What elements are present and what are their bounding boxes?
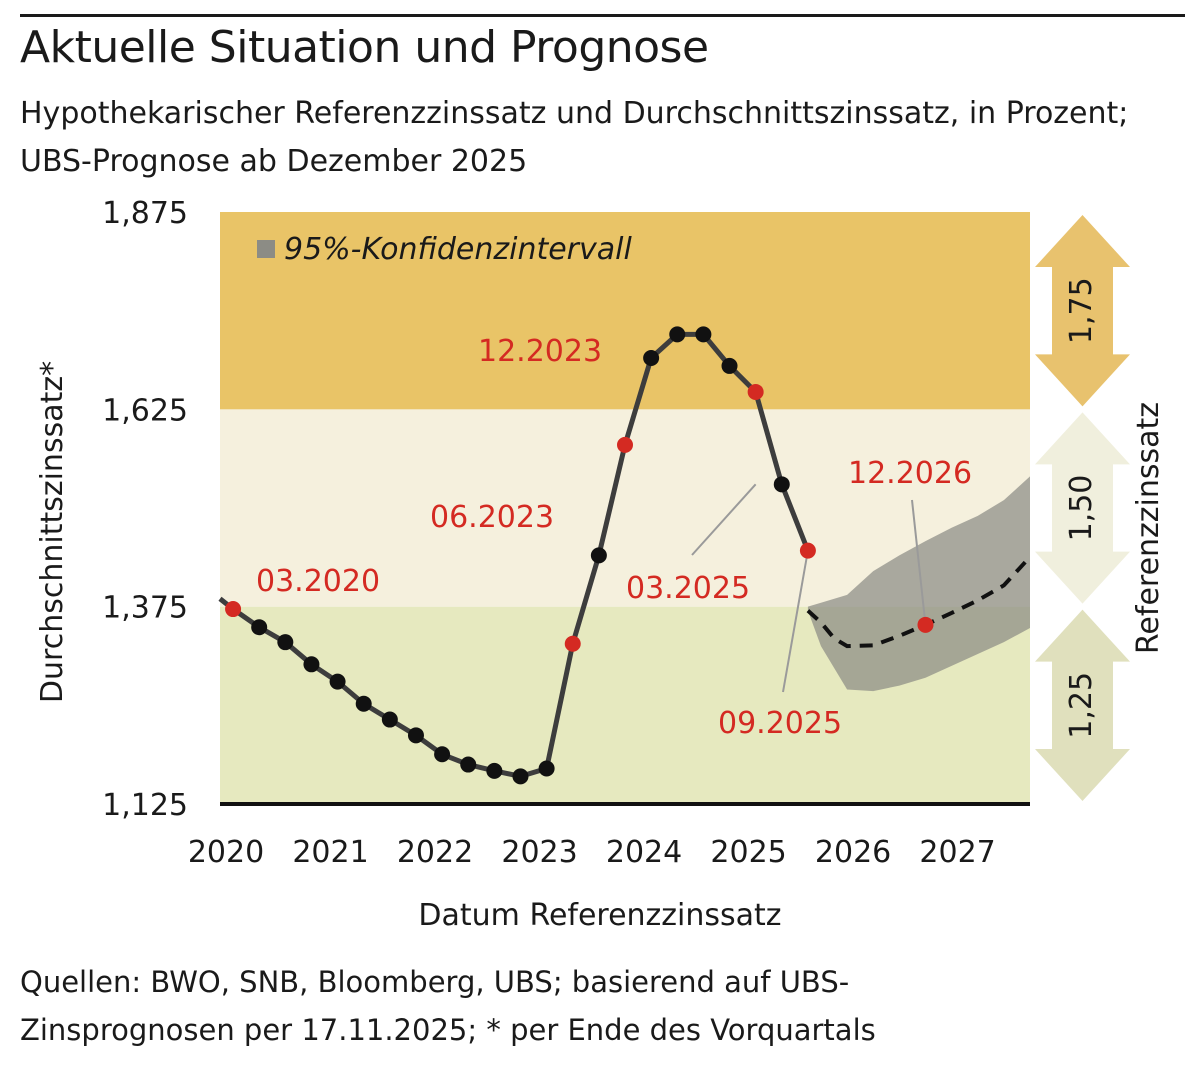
confidence-interval-area [807, 476, 1030, 692]
data-point [381, 711, 398, 728]
data-point [721, 357, 738, 374]
data-point [695, 326, 712, 343]
highlight-point [747, 383, 764, 400]
label-leader-09-2025 [782, 550, 809, 693]
highlight-point [564, 635, 581, 652]
data-point [538, 760, 555, 777]
data-point [643, 350, 660, 367]
data-point [590, 547, 607, 564]
data-point [329, 673, 346, 690]
y-tick-label: 1,875 [102, 196, 188, 231]
label-leader-03-2025 [691, 483, 757, 556]
data-point [303, 656, 320, 673]
data-point [277, 634, 294, 651]
label-leader-12-2026 [911, 499, 927, 625]
y-axis-title: Durchschnittszinssatz* [35, 361, 70, 703]
x-tick-label: 2020 [188, 835, 264, 870]
x-tick-label: 2022 [397, 835, 473, 870]
chart: 1,25 1,50 1,75 95%-Konfidenzintervall 1,875 1… [35, 196, 1166, 933]
highlight-label-12-2023: 12.2023 [478, 334, 602, 369]
data-point [460, 756, 477, 773]
x-tick-label: 2027 [919, 835, 995, 870]
band-arrow-2 [1035, 215, 1130, 407]
band-arrow-1 [1035, 412, 1130, 604]
x-axis-title: Datum Referenzzinssatz [418, 898, 781, 933]
band-label-2: 1,75 [1064, 277, 1099, 344]
data-point [669, 326, 686, 343]
band-label-1: 1,50 [1064, 475, 1099, 542]
band-label-0: 1,25 [1064, 672, 1099, 739]
page-title: Aktuelle Situation und Prognose [20, 22, 709, 73]
legend-swatch [257, 240, 275, 258]
data-point [355, 695, 372, 712]
y-tick-label: 1,125 [102, 788, 188, 823]
highlight-label-03-2020: 03.2020 [256, 564, 380, 599]
data-point [486, 762, 503, 779]
data-point [251, 619, 268, 636]
data-point [407, 727, 424, 744]
highlight-point [617, 436, 633, 453]
band-arrow-0 [1035, 609, 1130, 801]
x-tick-label: 2026 [815, 835, 891, 870]
highlight-label-06-2023: 06.2023 [430, 500, 554, 535]
legend-label: 95%-Konfidenzintervall [284, 232, 632, 267]
page-subtitle: Hypothekarischer Referenzzinssatz und Du… [20, 96, 1129, 179]
source-note: Quellen: BWO, SNB, Bloomberg, UBS; basie… [20, 965, 876, 1047]
data-point [512, 768, 529, 785]
highlight-label-03-2025: 03.2025 [626, 571, 750, 606]
band-2 [220, 212, 1030, 410]
highlight-label-09-2025: 09.2025 [718, 706, 842, 741]
x-tick-label: 2024 [606, 835, 682, 870]
data-point [434, 746, 451, 763]
data-point [773, 476, 790, 493]
highlight-label-12-2026: 12.2026 [848, 456, 972, 491]
y2-axis-title: Referenzzinssatz [1131, 402, 1166, 654]
highlight-point [225, 601, 242, 618]
x-tick-label: 2023 [501, 835, 577, 870]
top-rule [20, 14, 1185, 17]
y-tick-label: 1,625 [102, 393, 188, 428]
x-tick-label: 2021 [292, 835, 368, 870]
highlight-point [799, 542, 816, 559]
highlight-point [917, 616, 934, 633]
forecast-series-line [806, 555, 1032, 649]
x-tick-label: 2025 [710, 835, 786, 870]
y-tick-label: 1,375 [102, 591, 188, 626]
